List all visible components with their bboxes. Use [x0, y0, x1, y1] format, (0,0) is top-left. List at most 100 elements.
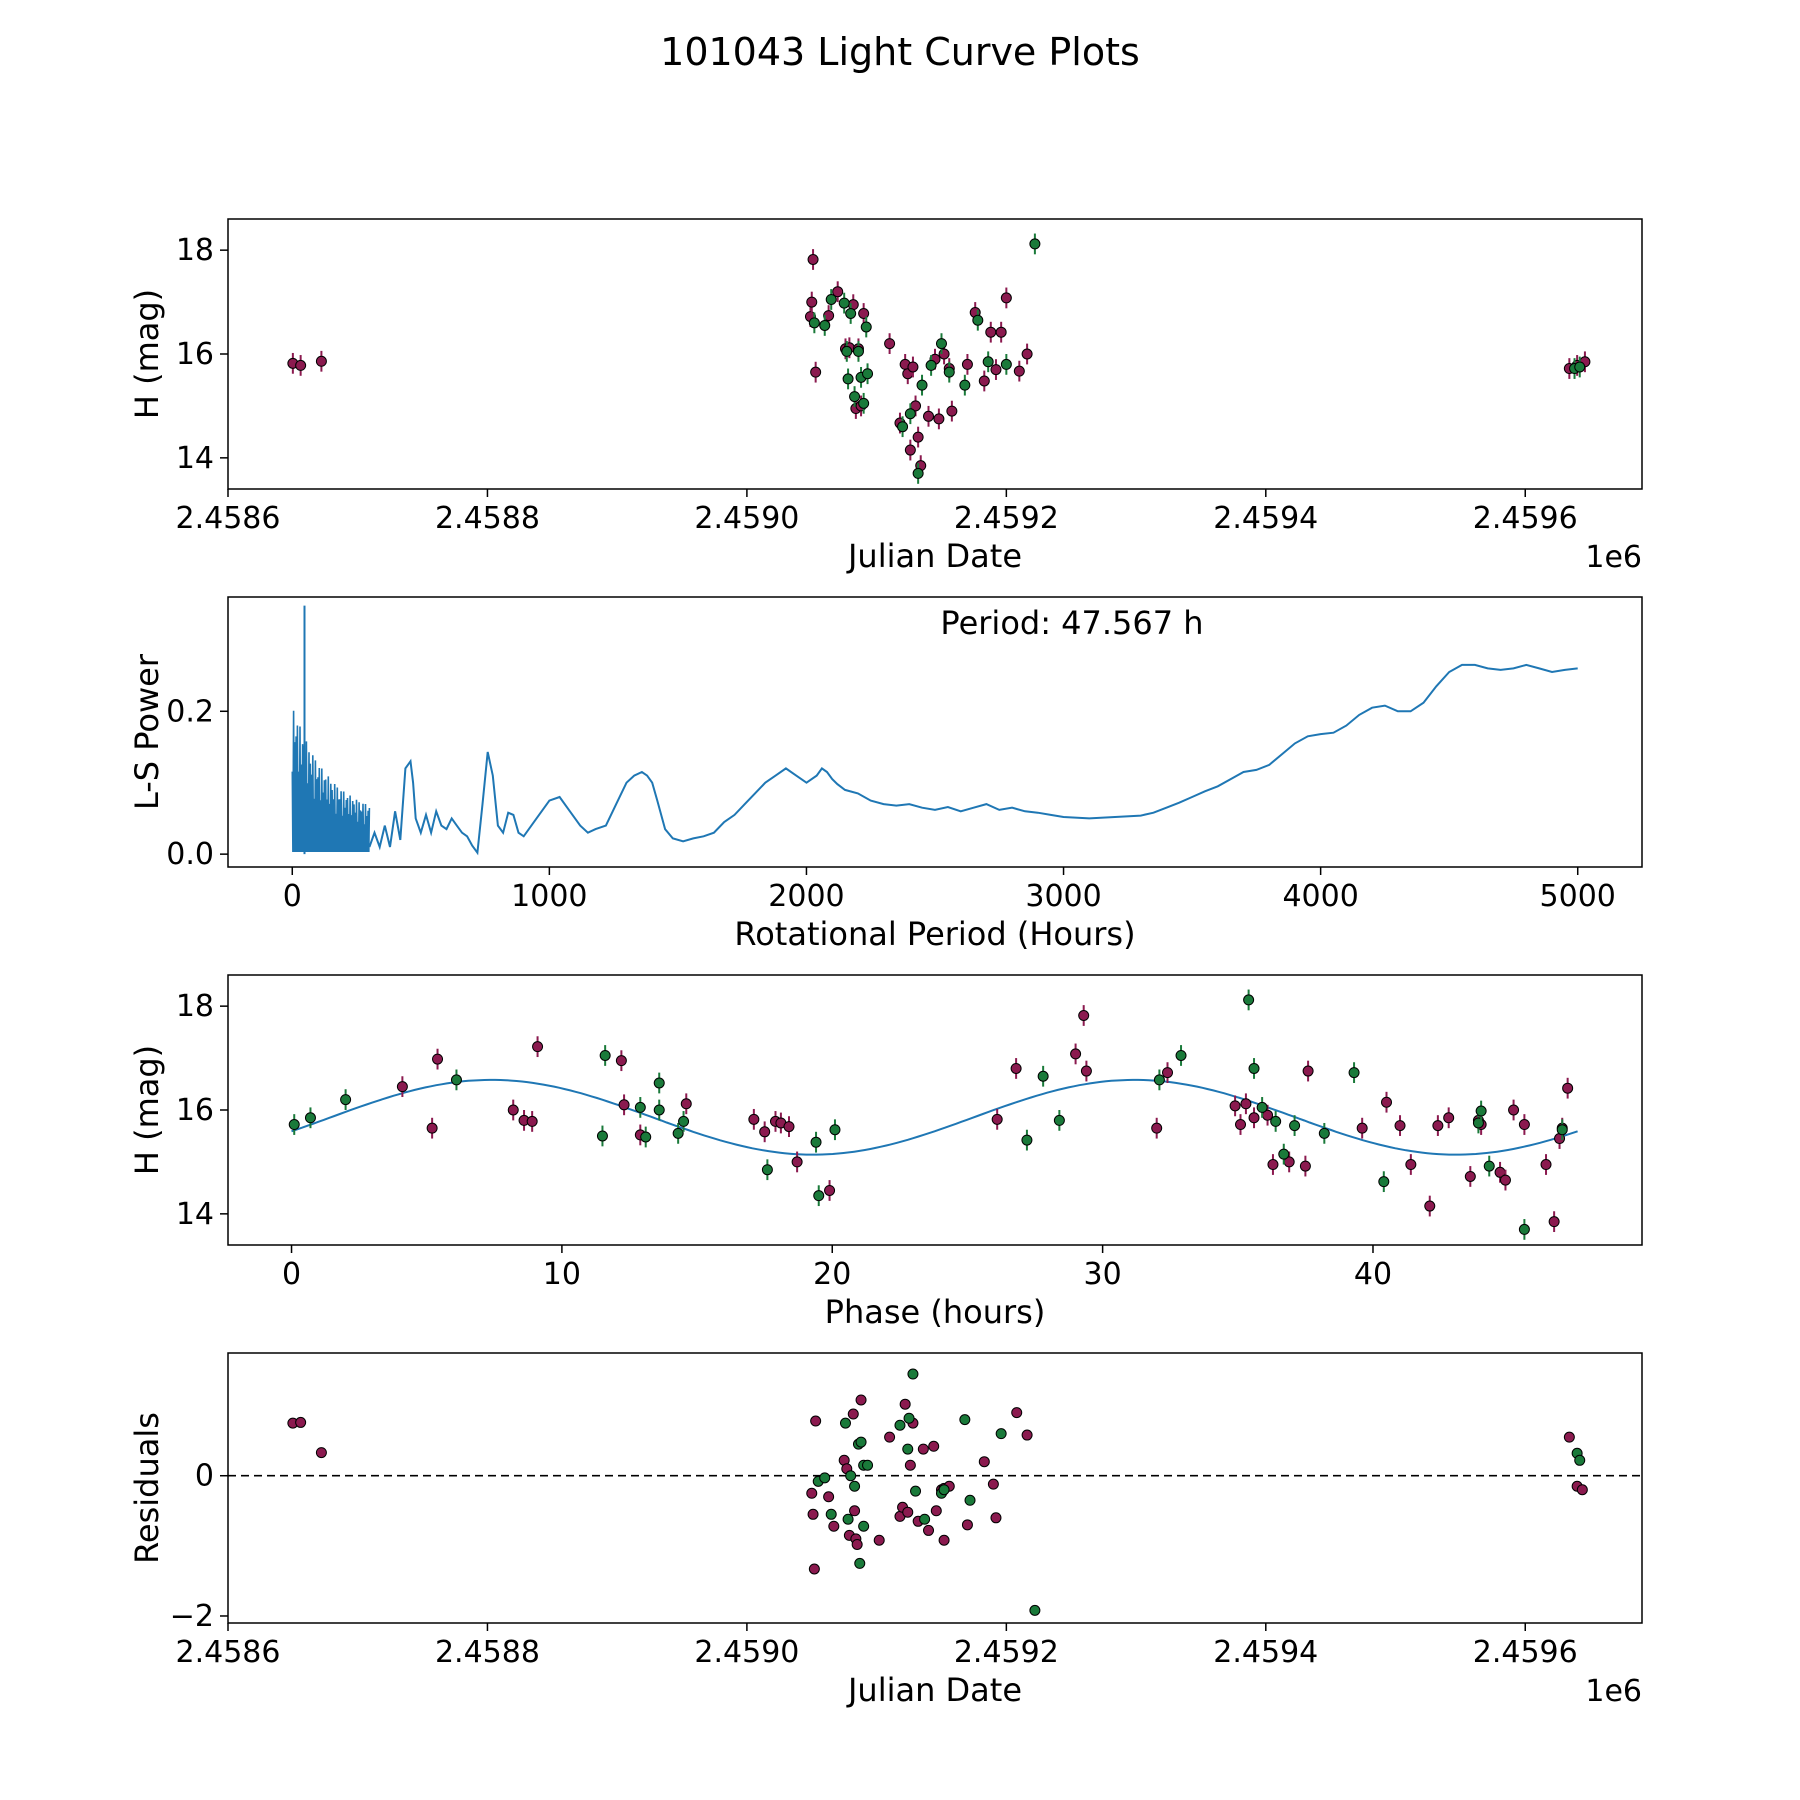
red-point	[855, 1394, 867, 1406]
green-point	[903, 1412, 915, 1424]
x-tick-label: 20	[813, 1257, 851, 1292]
red-point	[507, 1104, 519, 1116]
green-point	[1574, 361, 1586, 373]
red-point	[1405, 1159, 1417, 1171]
green-point	[340, 1094, 352, 1106]
red-point	[873, 1534, 885, 1546]
red-point	[1394, 1120, 1406, 1132]
red-point	[315, 1447, 327, 1459]
red-point	[807, 1508, 819, 1520]
x-axis-label: Rotational Period (Hours)	[734, 915, 1135, 953]
green-point	[829, 1124, 841, 1136]
green-point	[855, 1436, 867, 1448]
green-point	[842, 1513, 854, 1525]
red-point	[923, 410, 935, 422]
red-point	[1302, 1065, 1314, 1077]
plot-frame	[227, 596, 1643, 868]
green-point	[450, 1074, 462, 1086]
red-point	[907, 361, 919, 373]
red-point	[851, 1538, 863, 1550]
red-point	[1229, 1100, 1241, 1112]
x-tick-label: 0	[282, 1257, 301, 1292]
green-point	[1270, 1115, 1282, 1127]
red-point	[1162, 1067, 1174, 1079]
red-point	[1011, 1407, 1023, 1419]
green-point	[995, 1428, 1007, 1440]
green-point	[1153, 1074, 1165, 1086]
x-tick-label: 2.4588	[435, 501, 540, 536]
green-point	[1029, 238, 1041, 250]
red-point	[295, 1416, 307, 1428]
red-point	[806, 296, 818, 308]
red-point	[824, 1184, 836, 1196]
green-point	[959, 1414, 971, 1426]
red-point	[899, 1398, 911, 1410]
red-point	[810, 1415, 822, 1427]
green-point	[845, 308, 857, 319]
green-point	[862, 368, 874, 380]
x-tick-label: 0	[283, 879, 302, 914]
green-point	[916, 379, 928, 391]
red-point	[1010, 1062, 1022, 1074]
green-point	[810, 1136, 822, 1148]
red-point	[978, 1456, 990, 1468]
y-tick-label: 16	[176, 337, 214, 372]
x-tick-label: 2.4594	[1213, 1635, 1318, 1670]
red-point	[315, 355, 327, 367]
red-point	[1576, 1484, 1588, 1496]
green-point	[1248, 1062, 1260, 1074]
red-point	[917, 1443, 929, 1455]
green-point	[808, 317, 820, 329]
red-point	[807, 254, 819, 265]
x-tick-label: 5000	[1540, 879, 1616, 914]
x-axis-label: Phase (hours)	[825, 1293, 1046, 1331]
y-tick-label: 18	[176, 233, 214, 268]
red-point	[1240, 1098, 1252, 1110]
marker-layer	[287, 1368, 1588, 1616]
red-point	[1021, 348, 1033, 360]
red-point	[904, 444, 916, 456]
green-point	[634, 1101, 646, 1113]
red-point	[928, 1440, 940, 1452]
red-point	[396, 1081, 408, 1093]
x-tick-label: 2.4596	[1473, 1635, 1578, 1670]
red-point	[432, 1053, 444, 1065]
red-point	[832, 286, 844, 298]
red-point	[1464, 1170, 1476, 1182]
red-point	[1151, 1122, 1163, 1134]
red-point	[1080, 1065, 1092, 1077]
green-point	[860, 321, 872, 333]
y-axis-label: H (mag)	[128, 289, 166, 419]
red-point	[1548, 1216, 1560, 1228]
green-point	[1037, 1070, 1049, 1082]
y-axis-label: Residuals	[128, 1412, 166, 1564]
x-axis-label: Julian Date	[846, 537, 1022, 575]
green-point	[1053, 1114, 1065, 1126]
red-point	[680, 1098, 692, 1110]
green-point	[1518, 1223, 1530, 1235]
green-point	[825, 1508, 837, 1520]
red-point	[990, 364, 1002, 376]
x-tick-label: 2.4594	[1213, 501, 1318, 536]
green-point	[1175, 1049, 1187, 1061]
red-point	[1299, 1160, 1311, 1172]
x-axis-label: Julian Date	[846, 1671, 1022, 1709]
red-point	[987, 1478, 999, 1490]
green-point	[858, 1520, 870, 1532]
red-point	[1499, 1174, 1511, 1186]
red-point	[904, 1459, 916, 1471]
red-point	[938, 1534, 950, 1546]
x-tick-label: 10	[543, 1257, 581, 1292]
red-point	[1424, 1200, 1436, 1212]
x-tick-label: 2.4588	[435, 1635, 540, 1670]
green-point	[640, 1131, 652, 1143]
red-point	[961, 358, 973, 370]
red-point	[1432, 1120, 1444, 1132]
green-point	[819, 319, 831, 331]
red-point	[1000, 292, 1012, 304]
y-tick-label: 0	[195, 1459, 214, 1494]
red-point	[884, 338, 896, 350]
x-tick-label: 2.4592	[954, 1635, 1059, 1670]
x-tick-label: 2.4592	[954, 501, 1059, 536]
